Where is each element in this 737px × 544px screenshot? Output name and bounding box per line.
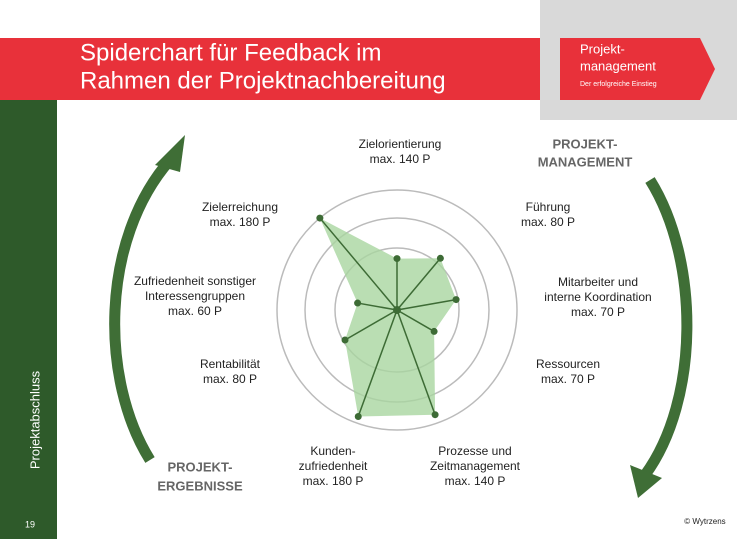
axis-max: max. 180 P [210, 215, 271, 229]
title: Rahmen der Projektnachbereitung [80, 67, 446, 94]
logo-arrow [560, 38, 715, 100]
axis-label: Mitarbeiter und [558, 275, 638, 289]
cycle-label: PROJEKT- [167, 459, 232, 474]
axis-max: max. 140 P [370, 152, 431, 166]
point [354, 412, 362, 420]
point [430, 327, 438, 335]
point [316, 214, 324, 222]
axis-label: Interessengruppen [145, 289, 245, 303]
axis-max: max. 80 P [521, 215, 575, 229]
arrow-head [630, 465, 662, 498]
ring [276, 189, 518, 431]
spoke [357, 302, 398, 311]
spoke [396, 309, 436, 415]
axis-label: Zufriedenheit sonstiger [134, 274, 256, 288]
point [341, 336, 349, 344]
sidebar-label: Projektabschluss [27, 370, 42, 469]
axis-label: Prozesse und [438, 444, 511, 458]
axis-label: Rentabilität [200, 357, 261, 371]
spoke [344, 309, 398, 341]
spoke [319, 217, 398, 311]
spoke [396, 309, 435, 333]
point [431, 411, 439, 419]
copyright: © Wytrzens [684, 517, 725, 526]
axis-max: max. 140 P [445, 474, 506, 488]
axis-label: Zielerreichung [202, 200, 278, 214]
spoke [396, 257, 441, 311]
cycle-label: ERGEBNISSE [157, 478, 243, 493]
axis-label: Zielorientierung [359, 137, 442, 151]
axis-max: max. 70 P [541, 372, 595, 386]
axis-label: interne Koordination [544, 290, 651, 304]
axis-max: max. 80 P [203, 372, 257, 386]
axis-label: Ressourcen [536, 357, 600, 371]
point [436, 254, 444, 262]
point [393, 255, 401, 263]
center [393, 306, 401, 314]
logo-text: Projekt- [580, 41, 625, 56]
radar-area [319, 218, 457, 417]
axis-label: Führung [526, 200, 571, 214]
axis-max: max. 180 P [303, 474, 364, 488]
cycle-label: MANAGEMENT [538, 154, 633, 169]
spoke [357, 309, 398, 417]
point [354, 299, 362, 307]
axis-label: Kunden- [310, 444, 355, 458]
cycle-arrow [640, 177, 693, 479]
logo-tagline: Der erfolgreiche Einstieg [580, 81, 657, 88]
axis-max: max. 60 P [168, 304, 222, 318]
axis-label: zufriedenheit [299, 459, 368, 473]
title: Spiderchart für Feedback im [80, 39, 381, 66]
cycle-label: PROJEKT- [552, 136, 617, 151]
logo-text: management [580, 58, 656, 73]
arrow-head [155, 135, 185, 172]
point [452, 296, 460, 304]
header-band [0, 38, 540, 100]
axis-max: max. 70 P [571, 305, 625, 319]
axis-label: Zeitmanagement [430, 459, 521, 473]
cycle-arrow [109, 156, 175, 463]
page-number: 19 [25, 519, 35, 529]
spoke [396, 298, 457, 311]
sidebar [0, 100, 57, 539]
